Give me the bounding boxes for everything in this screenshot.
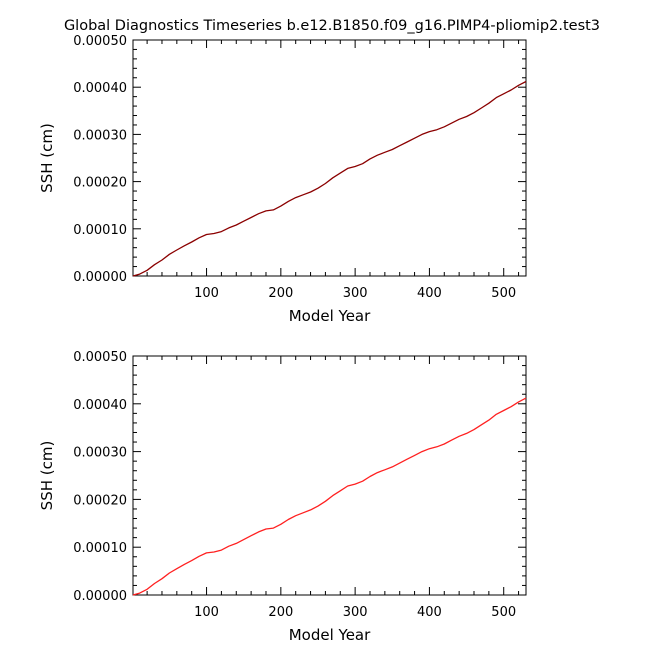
y-axis-label: SSH (cm) [38,441,56,511]
x-axis-label: Model Year [289,626,371,644]
plot-frame [132,355,527,596]
series-line-1 [132,80,527,277]
chart-panel-1: 100 200 300 400 500 0.00000 0.00010 0.00020 0.00… [38,34,527,325]
chart-panel-2: 100 200 300 400 500 0.00000 0.00010 0.00020 0.00… [38,350,527,644]
x-tick-label: 100 [194,286,219,301]
y-tick-label: 0.00030 [73,128,127,143]
y-tick-label: 0.00000 [73,270,127,285]
figure-title: Global Diagnostics Timeseries b.e12.B185… [64,18,600,34]
x-tick-label: 500 [491,605,516,620]
y-tick-label: 0.00030 [73,446,127,461]
y-tick-label: 0.00040 [73,81,127,96]
x-tick-label: 400 [417,286,442,301]
y-tick-label: 0.00020 [73,493,127,508]
y-tick-label: 0.00010 [73,541,127,556]
plot-frame [132,39,527,277]
y-axis-label: SSH (cm) [38,123,56,193]
series-line-1 [132,397,527,596]
x-tick-label: 500 [491,286,516,301]
y-tick-label: 0.00010 [73,223,127,238]
x-tick-label: 400 [417,605,442,620]
x-axis-label: Model Year [289,307,371,325]
y-tick-label: 0.00000 [73,589,127,604]
y-tick-label: 0.00040 [73,398,127,413]
y-tick-label: 0.00050 [73,34,127,49]
y-tick-label: 0.00050 [73,350,127,365]
y-tick-label: 0.00020 [73,176,127,191]
x-tick-label: 200 [268,605,293,620]
x-tick-label: 300 [343,286,368,301]
x-tick-label: 100 [194,605,219,620]
x-tick-label: 200 [268,286,293,301]
x-tick-label: 300 [343,605,368,620]
